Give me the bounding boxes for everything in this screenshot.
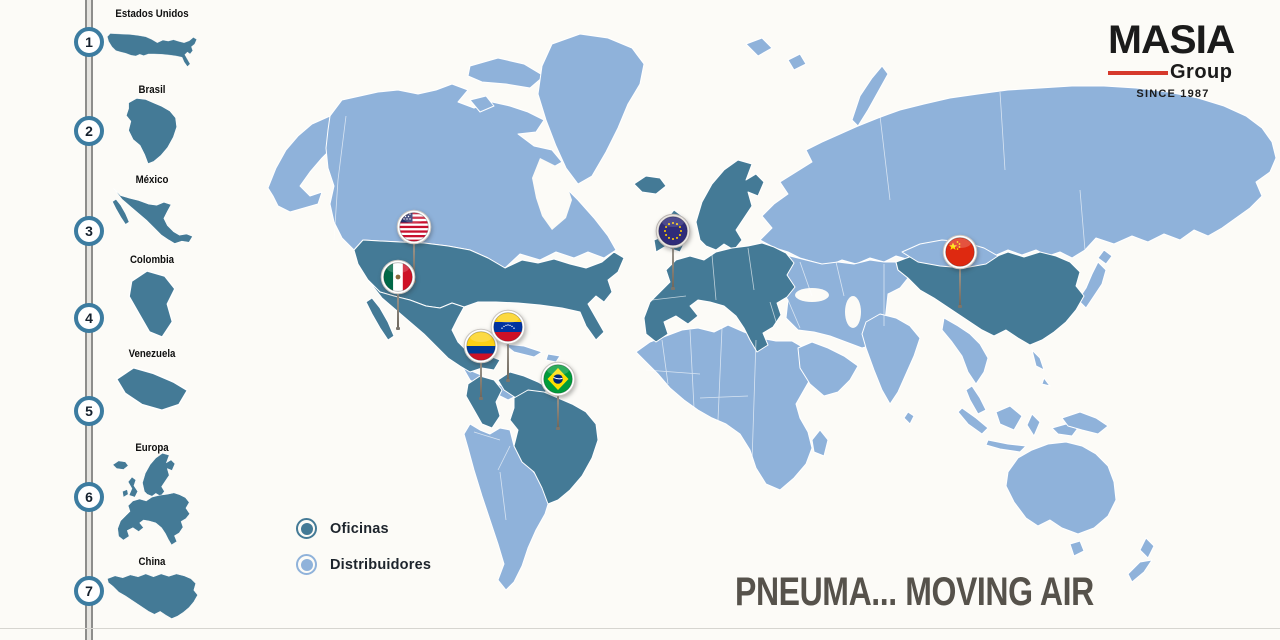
colombia-flag-pin-icon[interactable] <box>463 328 499 400</box>
step-number: 7 <box>85 583 93 599</box>
mexico-flag-pin-icon[interactable] <box>380 259 416 330</box>
caribbean <box>503 343 561 363</box>
step-number: 1 <box>85 34 93 50</box>
new-guinea <box>1061 411 1109 435</box>
office-marker-icon <box>296 518 317 539</box>
greenland <box>537 33 645 185</box>
iceland-region <box>633 175 667 195</box>
estados-unidos-map-icon <box>106 30 198 70</box>
step-number: 4 <box>85 310 93 326</box>
tasmania <box>1069 540 1085 557</box>
philippines <box>1031 349 1051 387</box>
venezuela-flag-pin-icon[interactable] <box>490 309 526 382</box>
arabia <box>797 341 859 397</box>
usa-flag-pin-icon[interactable] <box>396 209 432 283</box>
sidebar-item-label: Brasil <box>138 84 166 96</box>
russia <box>759 85 1277 267</box>
step-marker-3: 3 <box>74 216 104 246</box>
australia <box>1005 441 1117 535</box>
brazil-flag-pin-icon[interactable] <box>540 361 576 430</box>
hudson-bay <box>532 158 572 230</box>
sidebar-item-label: Europa <box>135 442 169 454</box>
step-number: 2 <box>85 123 93 139</box>
svalbard <box>745 37 807 71</box>
step-number: 5 <box>85 403 93 419</box>
step-marker-7: 7 <box>74 576 104 606</box>
country-borders <box>333 91 1086 521</box>
logo-group-text: Group <box>1170 61 1233 83</box>
caspian-sea <box>845 296 861 328</box>
novaya-zemlya <box>851 65 889 127</box>
south-america-west <box>463 423 551 591</box>
step-marker-4: 4 <box>74 303 104 333</box>
china-flag-pin-icon[interactable] <box>942 234 978 308</box>
japan <box>1077 249 1113 309</box>
legend-distributor: Distribuidores <box>296 554 431 575</box>
new-zealand <box>1127 537 1155 583</box>
sidebar-item-label: Colombia <box>129 254 175 266</box>
colombia-map-icon <box>124 266 180 342</box>
sidebar-item-label: Venezuela <box>128 348 176 360</box>
step-marker-5: 5 <box>74 396 104 426</box>
eu-flag-pin-icon[interactable] <box>655 213 691 290</box>
distributor-regions <box>267 33 1277 591</box>
venezuela-map-icon <box>111 362 193 416</box>
sidebar-item-label: China <box>138 556 166 568</box>
mexico-map-icon <box>110 186 195 246</box>
logo-since-text: SINCE 1987 <box>1136 88 1210 100</box>
bottom-divider <box>0 628 1280 629</box>
step-marker-1: 1 <box>74 27 104 57</box>
legend-label: Distribuidores <box>330 556 432 573</box>
logo-red-line <box>1108 70 1168 75</box>
legend-office: Oficinas <box>296 518 389 539</box>
masia-group-logo: MASIA Group SINCE 1987 <box>1108 20 1238 100</box>
step-number: 3 <box>85 223 93 239</box>
china-map-icon <box>105 572 200 620</box>
sidebar-item-label: Estados Unidos <box>115 8 189 20</box>
sidebar-item-label: México <box>135 174 169 186</box>
madagascar <box>811 429 829 457</box>
malay-peninsula <box>965 385 987 415</box>
africa <box>635 324 815 491</box>
step-marker-6: 6 <box>74 482 104 512</box>
tagline: PNEUMA... MOVING AIR <box>735 570 1094 614</box>
step-number: 6 <box>85 489 93 505</box>
colombia-region <box>465 375 503 429</box>
scandinavia-region <box>695 159 765 251</box>
indochina <box>941 317 989 385</box>
legend-label: Oficinas <box>330 520 389 537</box>
china-region <box>895 251 1085 346</box>
step-marker-2: 2 <box>74 116 104 146</box>
distributor-marker-icon <box>296 554 317 575</box>
indonesia <box>957 405 1079 453</box>
india <box>861 313 921 405</box>
europa-map-icon <box>111 452 193 548</box>
brasil-map-icon <box>124 96 179 166</box>
sri-lanka <box>903 411 915 425</box>
logo-brand: MASIA <box>1108 18 1235 62</box>
